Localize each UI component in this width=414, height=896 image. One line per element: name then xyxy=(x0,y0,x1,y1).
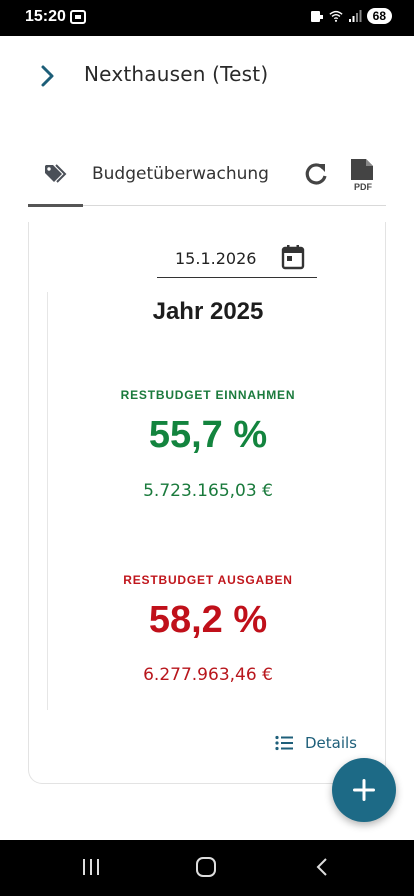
expenses-label: RESTBUDGET AUSGABEN xyxy=(123,573,293,587)
timeline-divider xyxy=(47,292,48,710)
status-bar: 15:20 68 xyxy=(0,0,414,36)
calendar-icon[interactable] xyxy=(281,244,305,270)
notification-icon xyxy=(70,10,86,24)
notification-badge-icon xyxy=(310,11,323,22)
svg-text:PDF: PDF xyxy=(354,182,373,192)
tab-bar: Budgetüberwachung PDF xyxy=(28,150,386,207)
plus-icon xyxy=(353,779,375,801)
wifi-icon xyxy=(329,10,343,22)
signal-icon xyxy=(348,10,362,22)
recent-apps-icon[interactable] xyxy=(81,858,101,876)
income-percent: 55,7 % xyxy=(148,414,268,456)
status-time: 15:20 xyxy=(25,8,66,25)
year-heading: Jahr 2025 xyxy=(152,298,264,325)
date-value: 15.1.2026 xyxy=(175,249,257,268)
date-field[interactable]: 15.1.2026 xyxy=(157,240,317,278)
details-label: Details xyxy=(305,734,358,752)
expenses-percent: 58,2 % xyxy=(148,599,268,641)
page-title: Nexthausen (Test) xyxy=(84,62,269,86)
add-button[interactable] xyxy=(332,758,396,822)
chevron-right-icon[interactable] xyxy=(38,64,58,88)
system-nav-bar xyxy=(0,840,414,896)
list-icon xyxy=(275,735,293,751)
expenses-amount: 6.277.963,46 € xyxy=(143,665,273,685)
refresh-icon[interactable] xyxy=(302,160,330,188)
app-header: Nexthausen (Test) xyxy=(0,36,414,116)
income-label: RESTBUDGET EINNAHMEN xyxy=(120,388,296,402)
back-icon[interactable] xyxy=(315,857,329,877)
budget-card: 15.1.2026 Jahr 2025 RESTBUDGET EINNAHMEN… xyxy=(28,222,386,784)
tab-budgetueberwachung[interactable]: Budgetüberwachung xyxy=(92,164,269,184)
status-icons: 68 xyxy=(310,8,392,24)
battery-level: 68 xyxy=(366,8,392,24)
tag-icon[interactable] xyxy=(43,163,69,185)
tab-active-indicator xyxy=(28,204,83,207)
home-icon[interactable] xyxy=(196,857,216,877)
income-amount: 5.723.165,03 € xyxy=(143,481,273,501)
pdf-icon[interactable]: PDF xyxy=(348,158,378,192)
details-button[interactable]: Details xyxy=(275,730,357,756)
